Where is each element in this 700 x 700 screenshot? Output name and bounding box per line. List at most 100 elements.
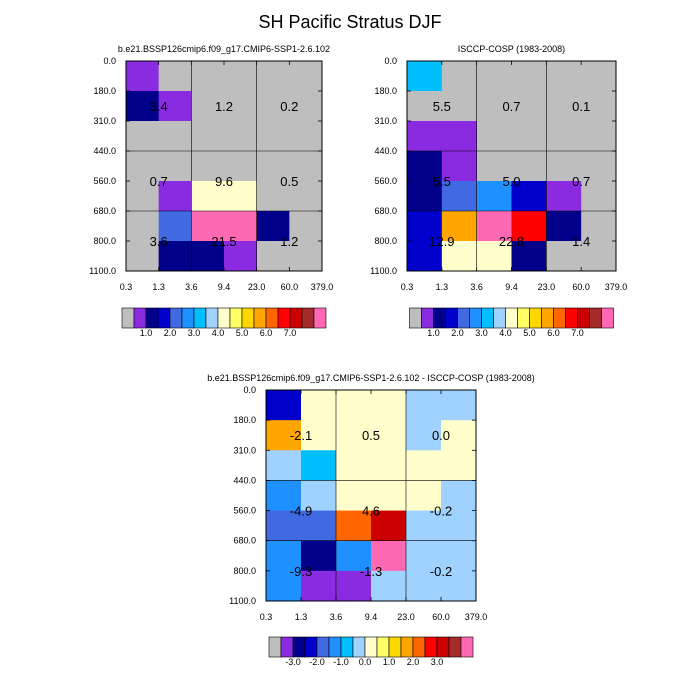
heatmap-cell [406,540,442,572]
heatmap-cell [336,570,372,602]
x-tick-label: 379.0 [465,612,488,622]
heatmap-cell [158,91,192,122]
heatmap-cell [546,61,582,92]
heatmap-cell [441,121,478,152]
heatmap-cell [191,241,225,272]
heatmap-cell [256,181,290,212]
y-tick-label: 680.0 [93,206,116,216]
colorbar-label: 4.0 [499,328,512,338]
heatmap-cell [256,61,290,92]
colorbar-box [340,636,354,658]
colorbar-box [589,307,602,329]
heatmap-cell [256,121,290,152]
colorbar-box [193,307,207,329]
heatmap-cell [476,91,512,122]
colorbar-box [217,307,231,329]
heatmap-cell [546,91,582,122]
heatmap-cell [191,151,225,182]
x-tick-label: 3.6 [185,282,198,292]
y-tick-label: 1100.0 [229,596,256,606]
heatmap-cell [407,121,443,152]
heatmap-cell [336,390,372,421]
heatmap-cell [371,480,407,511]
heatmap-cell [476,121,512,152]
x-tick-label: 60.0 [432,612,450,622]
panel-title: b.e21.BSSP126cmip6.f09_g17.CMIP6-SSP1-2.… [118,44,330,54]
heatmap-cell [407,211,443,242]
cell-annotation: 12.9 [429,234,454,249]
colorbar-box [292,636,306,658]
heatmap-cell [546,151,582,182]
y-tick-label: 560.0 [374,176,397,186]
figure-title: SH Pacific Stratus DJF [258,12,441,32]
heatmap-cell [511,181,547,212]
heatmap-cell [546,211,582,242]
y-tick-label: 310.0 [233,445,256,455]
heatmap-cell [126,151,160,182]
colorbar-box [304,636,318,658]
heatmap-cell [224,241,258,272]
heatmap-cell [191,91,225,122]
colorbar-box [601,307,614,329]
colorbar-label: 2.0 [407,657,420,667]
heatmap-cell [191,211,225,242]
colorbar-box [457,307,470,329]
colorbar-box [529,307,542,329]
cell-annotation: 0.0 [432,428,450,443]
colorbar-box [157,307,171,329]
y-tick-label: 800.0 [374,236,397,246]
heatmap-cell [407,91,443,122]
colorbar-box [229,307,243,329]
heatmap-cell [546,181,582,212]
heatmap-cell [266,540,302,572]
y-tick-label: 440.0 [233,475,256,485]
colorbar-box [412,636,426,658]
heatmap-cell [546,241,582,272]
heatmap-cell [476,61,512,92]
heatmap-cell [581,241,617,272]
colorbar-box [448,636,462,658]
heatmap-cell [407,61,443,92]
colorbar-label: 6.0 [547,328,560,338]
heatmap-cell [191,121,225,152]
colorbar-box [553,307,566,329]
heatmap-cell [266,480,302,511]
heatmap-cell [511,61,547,92]
heatmap-cell [289,121,323,152]
heatmap-cell [158,241,192,272]
heatmap-cell [406,450,442,481]
heatmap-cell [511,121,547,152]
heatmap-cell [371,420,407,451]
heatmap-cell [224,61,258,92]
y-tick-label: 560.0 [233,506,256,516]
heatmap-cell [476,181,512,212]
x-tick-label: 379.0 [605,282,628,292]
x-tick-label: 23.0 [248,282,266,292]
heatmap-cell [581,181,617,212]
heatmap-cell [224,181,258,212]
panels: b.e21.BSSP126cmip6.f09_g17.CMIP6-SSP1-2.… [89,44,627,667]
cell-annotation: 0.7 [150,174,168,189]
heatmap-cell [406,420,442,451]
heatmap-cell [126,121,160,152]
y-tick-label: 180.0 [93,86,116,96]
heatmap-cell [266,420,302,451]
heatmap-cell [301,510,337,542]
heatmap-cell [441,480,477,511]
heatmap-cell [126,91,160,122]
heatmap-cell [441,211,478,242]
heatmap-cell [441,540,477,572]
heatmap-cell [158,61,192,92]
cell-annotation: 0.5 [280,174,298,189]
heatmap-cell [441,61,478,92]
heatmap-cell [266,570,302,602]
colorbar-box [133,307,147,329]
colorbar-box [169,307,183,329]
colorbar-box [328,636,342,658]
cell-annotation: 3.4 [150,99,168,114]
heatmap-cell [126,241,160,272]
colorbar-box [301,307,315,329]
y-tick-label: 310.0 [374,116,397,126]
cell-annotation: 3.6 [150,234,168,249]
cell-annotation: 1.2 [280,234,298,249]
